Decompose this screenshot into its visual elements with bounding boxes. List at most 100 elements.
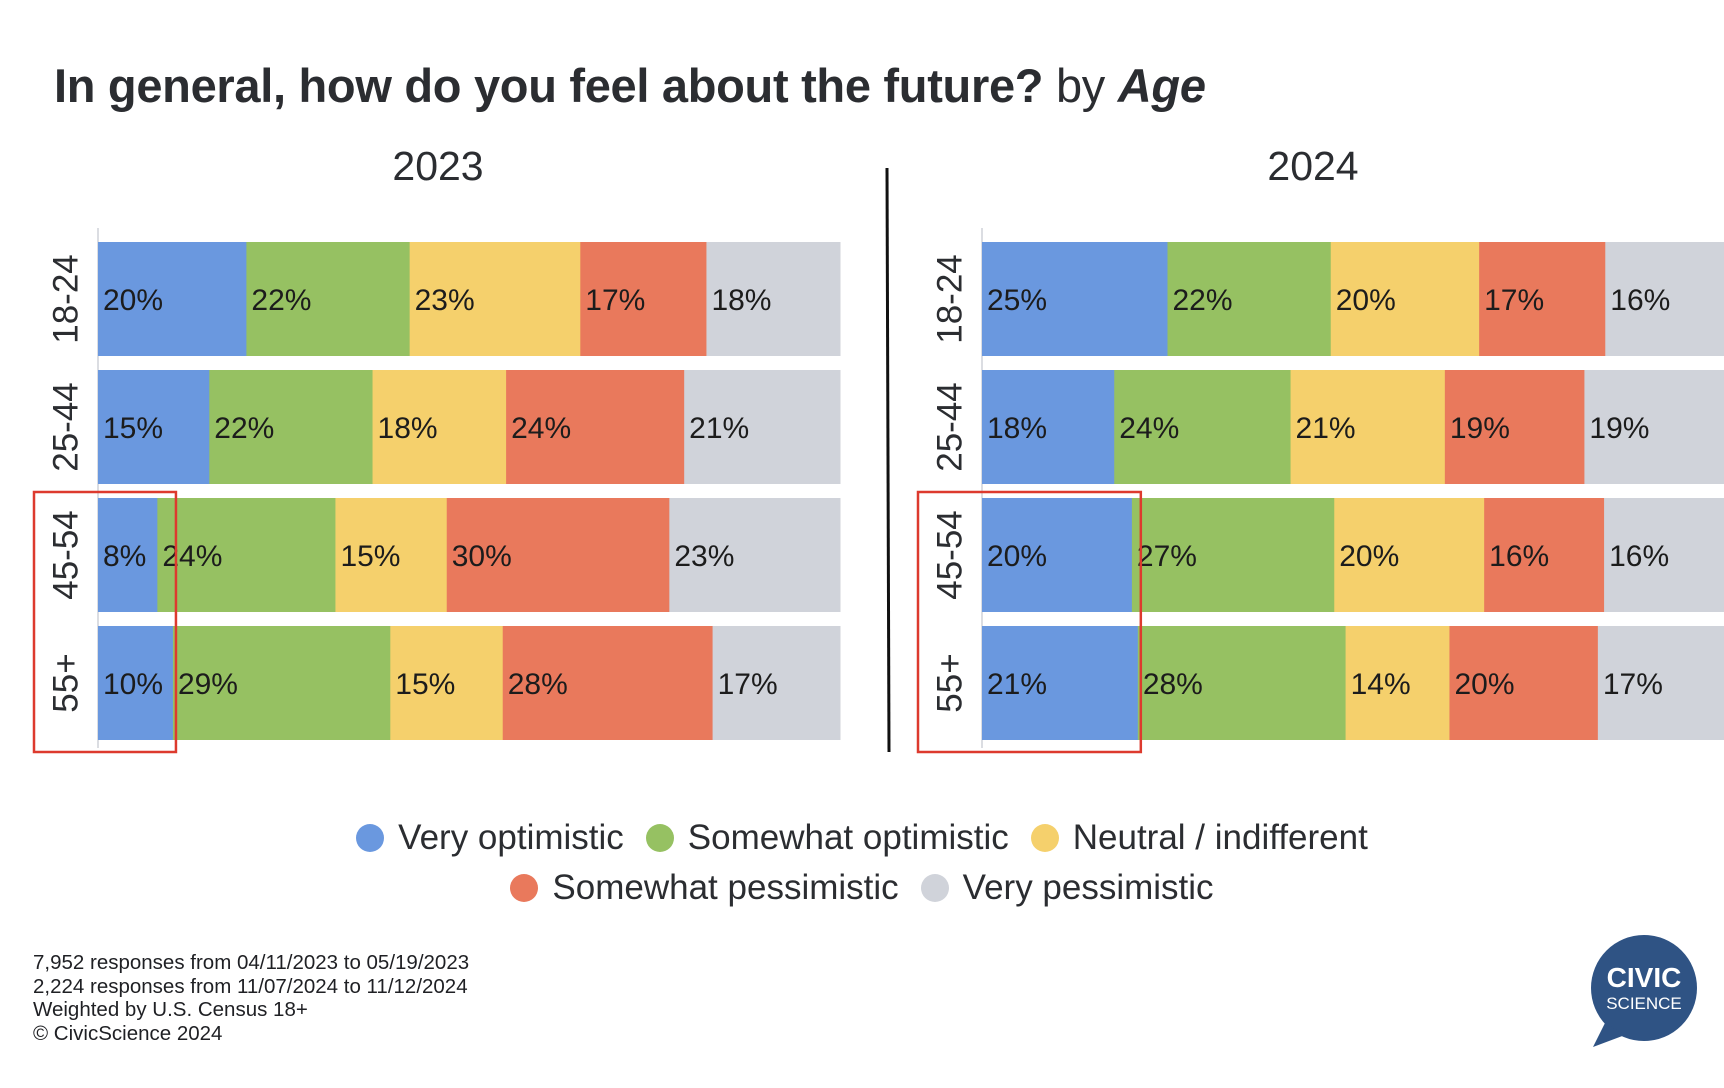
bar-segment-2023-55-somewhat-pessimistic <box>502 626 714 740</box>
bar-segment-2023-55-neutral-indifferent <box>390 626 504 740</box>
panel-divider <box>885 167 891 753</box>
data-label-2023-25-44-very-pessimistic: 21% <box>689 412 749 445</box>
data-label-2024-25-44-neutral-indifferent: 21% <box>1296 412 1356 445</box>
bar-segment-2023-25-44-very-pessimistic <box>684 370 841 484</box>
data-label-2023-18-24-very-pessimistic: 18% <box>711 284 771 317</box>
data-label-2024-18-24-somewhat-optimistic: 22% <box>1173 284 1233 317</box>
bar-segment-2024-45-54-very-pessimistic <box>1604 498 1724 612</box>
data-label-2024-25-44-very-optimistic: 18% <box>987 412 1047 445</box>
legend-item-neutral: Neutral / indifferent <box>1030 818 1368 858</box>
bar-segment-2023-18-24-somewhat-pessimistic <box>580 242 707 356</box>
data-label-2023-18-24-somewhat-optimistic: 22% <box>251 284 311 317</box>
bar-segment-2024-18-24-very-pessimistic <box>1605 242 1724 356</box>
data-label-2024-18-24-somewhat-pessimistic: 17% <box>1484 284 1544 317</box>
data-label-2024-45-54-very-optimistic: 20% <box>987 540 1047 573</box>
data-label-2024-18-24-very-optimistic: 25% <box>987 284 1047 317</box>
bar-segment-2024-25-44-neutral-indifferent <box>1290 370 1446 484</box>
data-label-2023-45-54-very-pessimistic: 23% <box>674 540 734 573</box>
bar-segment-2024-18-24-somewhat-optimistic <box>1167 242 1332 356</box>
data-label-2023-25-44-neutral-indifferent: 18% <box>378 412 438 445</box>
legend-item-somewhat-optimistic: Somewhat optimistic <box>645 818 1009 858</box>
data-label-2023-25-44-very-optimistic: 15% <box>103 412 163 445</box>
bar-segment-2023-55-very-optimistic <box>98 626 174 740</box>
data-label-2023-55-somewhat-optimistic: 29% <box>178 668 238 701</box>
logo-bubble <box>1591 935 1697 1041</box>
bar-segment-2024-18-24-very-optimistic <box>982 242 1168 356</box>
bar-segment-2023-25-44-somewhat-optimistic <box>209 370 374 484</box>
legend-row-2: Somewhat pessimistic Very pessimistic <box>510 868 1214 908</box>
bar-segment-2024-55-somewhat-optimistic <box>1137 626 1347 740</box>
bar-segment-2024-25-44-very-optimistic <box>982 370 1115 484</box>
footnotes: 7,952 responses from 04/11/2023 to 05/19… <box>33 951 469 1045</box>
bar-segment-2023-45-54-neutral-indifferent <box>335 498 448 612</box>
data-label-2024-45-54-very-pessimistic: 16% <box>1609 540 1669 573</box>
row-label-2024-55: 55+ <box>931 653 970 712</box>
data-label-2024-45-54-neutral-indifferent: 20% <box>1339 540 1399 573</box>
highlight-box-2023 <box>32 490 178 754</box>
data-label-2023-18-24-very-optimistic: 20% <box>103 284 163 317</box>
data-label-2024-18-24-very-pessimistic: 16% <box>1610 284 1670 317</box>
data-label-2024-25-44-somewhat-optimistic: 24% <box>1119 412 1179 445</box>
chart-title: In general, how do you feel about the fu… <box>54 58 1206 113</box>
legend: Very optimistic Somewhat optimistic Neut… <box>0 818 1724 908</box>
bar-segment-2024-55-very-optimistic <box>982 626 1139 740</box>
data-label-2023-45-54-very-optimistic: 8% <box>103 540 146 573</box>
bar-segment-2024-25-44-somewhat-optimistic <box>1114 370 1292 484</box>
data-label-2024-55-very-optimistic: 21% <box>987 668 1047 701</box>
data-label-2024-25-44-somewhat-pessimistic: 19% <box>1450 412 1510 445</box>
data-label-2024-55-somewhat-optimistic: 28% <box>1143 668 1203 701</box>
data-label-2024-55-neutral-indifferent: 14% <box>1351 668 1411 701</box>
data-label-2023-25-44-somewhat-pessimistic: 24% <box>511 412 571 445</box>
bar-segment-2024-45-54-very-optimistic <box>982 498 1133 612</box>
legend-item-somewhat-pessimistic: Somewhat pessimistic <box>510 868 899 908</box>
data-label-2023-18-24-somewhat-pessimistic: 17% <box>585 284 645 317</box>
row-label-2023-18-24: 18-24 <box>47 254 86 344</box>
data-label-2023-55-neutral-indifferent: 15% <box>395 668 455 701</box>
footnote-line: Weighted by U.S. Census 18+ <box>33 998 308 1021</box>
bar-segment-2023-45-54-somewhat-optimistic <box>157 498 336 612</box>
bar-segment-2024-25-44-very-pessimistic <box>1584 370 1724 484</box>
row-label-2023-45-54: 45-54 <box>47 510 86 600</box>
bar-segment-2023-55-very-pessimistic <box>712 626 841 740</box>
data-label-2023-55-very-pessimistic: 17% <box>718 668 778 701</box>
stacked-bar-chart: 20% 22% 23% 17% 18% 18-24 15% 22% 18% 24% 21% 25-44… <box>32 167 1724 754</box>
footnote-line: © CivicScience 2024 <box>33 1021 223 1045</box>
bar-segment-2024-45-54-neutral-indifferent <box>1334 498 1485 612</box>
data-label-2023-45-54-neutral-indifferent: 15% <box>340 540 400 573</box>
data-label-2024-55-very-pessimistic: 17% <box>1603 668 1663 701</box>
title-by: by <box>1055 59 1106 112</box>
row-label-2024-45-54: 45-54 <box>931 510 970 600</box>
legend-label: Very optimistic <box>398 818 624 857</box>
data-label-2023-45-54-somewhat-pessimistic: 30% <box>452 540 512 573</box>
bar-segment-2023-45-54-very-pessimistic <box>669 498 841 612</box>
footnote-line: 7,952 responses from 04/11/2023 to 05/19… <box>33 951 470 974</box>
data-label-2023-55-somewhat-pessimistic: 28% <box>508 668 568 701</box>
title-dimension: Age <box>1117 59 1206 112</box>
data-label-2024-45-54-somewhat-pessimistic: 16% <box>1489 540 1549 573</box>
bar-segment-2023-18-24-very-optimistic <box>98 242 247 356</box>
bar-segment-2023-25-44-neutral-indifferent <box>372 370 507 484</box>
legend-swatch-very-optimistic <box>356 824 385 852</box>
legend-row-1: Very optimistic Somewhat optimistic Neut… <box>356 818 1368 858</box>
data-label-2024-45-54-somewhat-optimistic: 27% <box>1137 540 1197 573</box>
legend-swatch-neutral <box>1030 824 1059 852</box>
data-label-2024-25-44-very-pessimistic: 19% <box>1589 412 1649 445</box>
bar-segment-2023-18-24-somewhat-optimistic <box>246 242 411 356</box>
bar-segment-2023-55-somewhat-optimistic <box>172 626 391 740</box>
legend-item-very-optimistic: Very optimistic <box>356 818 624 858</box>
bar-segment-2023-45-54-very-optimistic <box>98 498 158 612</box>
civicscience-logo: CIVIC SCIENCE <box>1591 935 1697 1047</box>
legend-label: Somewhat pessimistic <box>552 868 899 907</box>
row-label-2024-25-44: 25-44 <box>931 382 970 472</box>
bar-segment-2023-25-44-somewhat-pessimistic <box>506 370 685 484</box>
panel-title-2024: 2024 <box>1267 143 1359 189</box>
footnote-line: 2,224 responses from 11/07/2024 to 11/12… <box>33 974 468 998</box>
data-label-2023-25-44-somewhat-optimistic: 22% <box>214 412 274 445</box>
legend-swatch-somewhat-optimistic <box>645 824 674 852</box>
legend-label: Very pessimistic <box>962 868 1214 907</box>
logo-text-civic: CIVIC <box>1607 962 1682 993</box>
bar-segment-2023-18-24-very-pessimistic <box>706 242 841 356</box>
data-label-2023-55-very-optimistic: 10% <box>103 668 163 701</box>
highlight-box-2024 <box>916 490 1143 754</box>
logo-bubble-tail <box>1593 1023 1625 1047</box>
